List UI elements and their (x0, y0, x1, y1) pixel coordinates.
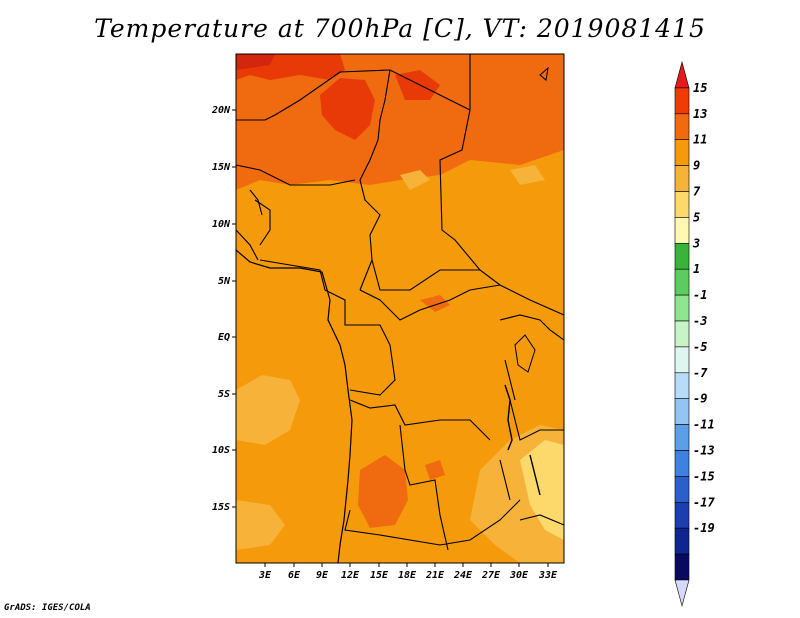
colorbar-label: -3 (693, 314, 707, 328)
colorbar-swatch (674, 87, 690, 115)
lon-tick-label: 15E (370, 570, 389, 581)
colorbar-swatch (674, 398, 690, 425)
colorbar-swatch (674, 268, 690, 296)
lake-tanganyika (504, 384, 513, 451)
lon-tick-label: 12E (341, 570, 360, 581)
lat-tick-label: 10N (212, 219, 231, 230)
lon-tick-label: 9E (316, 570, 329, 581)
colorbar-bottom-arrow (674, 579, 690, 608)
lon-tick-label: 30E (509, 570, 529, 581)
lon-tick-label: 18E (398, 570, 417, 581)
colorbar-label: -1 (693, 288, 707, 302)
lat-tick-label: 15N (212, 162, 231, 173)
coastline (236, 249, 353, 563)
colorbar: 15 13 11 9 7 5 3 1 -1 -3 -5 -7 -9 -11 -13 -15 -17 -19 (674, 60, 715, 608)
lat-tick-label: 15S (212, 502, 230, 513)
colorbar-swatch (674, 191, 690, 218)
colorbar-label: -11 (693, 418, 715, 432)
colorbar-swatch (674, 320, 690, 348)
colorbar-swatch (674, 450, 690, 477)
colorbar-label: 5 (693, 210, 700, 224)
colorbar-label: -5 (693, 340, 707, 354)
colorbar-label: -19 (693, 521, 715, 535)
credit-text: GrADS: IGES/COLA (4, 603, 91, 613)
lon-tick-label: 3E (258, 570, 272, 581)
colorbar-label: 11 (693, 133, 707, 147)
colorbar-swatch (674, 139, 690, 166)
lake-victoria (514, 334, 536, 373)
colorbar-swatch (674, 294, 690, 322)
colorbar-swatch (674, 346, 690, 374)
colorbar-top-arrow (674, 60, 690, 89)
lat-tick-label: EQ (218, 332, 230, 343)
lake-malawi (529, 454, 541, 496)
lon-tick-label: 21E (425, 570, 445, 581)
lat-tick-label: 20N (211, 105, 231, 116)
colorbar-swatch (674, 217, 690, 244)
colorbar-label: 15 (693, 81, 707, 95)
map-frame (235, 53, 565, 564)
lat-axis: 20N 15N 10N 5N EQ 5S 10S 15S (211, 105, 236, 513)
colorbar-label: -7 (693, 366, 708, 380)
colorbar-swatch (674, 165, 690, 192)
colorbar-swatch (674, 424, 690, 451)
lat-tick-label: 10S (212, 445, 230, 456)
colorbar-label: 3 (692, 236, 700, 250)
colorbar-label: -13 (693, 444, 715, 458)
colorbar-swatch (674, 372, 690, 399)
colorbar-label: 1 (693, 262, 700, 276)
colorbar-label: -17 (693, 495, 715, 509)
colorbar-swatch (674, 527, 690, 555)
lon-tick-label: 27E (481, 570, 501, 581)
colorbar-label: 7 (693, 185, 701, 199)
colorbar-label: 9 (693, 159, 700, 173)
colorbar-swatch (674, 553, 690, 581)
colorbar-label: -9 (693, 392, 707, 406)
country-borders (236, 54, 564, 551)
lon-axis: 3E 6E 9E 12E 15E 18E 21E 24E 27E 30E 33E (258, 563, 558, 581)
colorbar-swatch (674, 476, 690, 503)
chart-title: Temperature at 700hPa [C], VT: 201908141… (94, 14, 706, 43)
colorbar-label: 13 (693, 107, 707, 121)
lon-tick-label: 6E (288, 570, 301, 581)
colorbar-label: -15 (693, 469, 715, 483)
lat-tick-label: 5S (218, 389, 230, 400)
colorbar-swatch (674, 501, 690, 529)
colorbar-swatch (674, 243, 690, 270)
colorbar-swatch (674, 113, 690, 141)
lon-tick-label: 33E (538, 570, 558, 581)
temperature-field (236, 54, 564, 563)
lat-tick-label: 5N (218, 276, 231, 287)
lon-tick-label: 24E (453, 570, 473, 581)
